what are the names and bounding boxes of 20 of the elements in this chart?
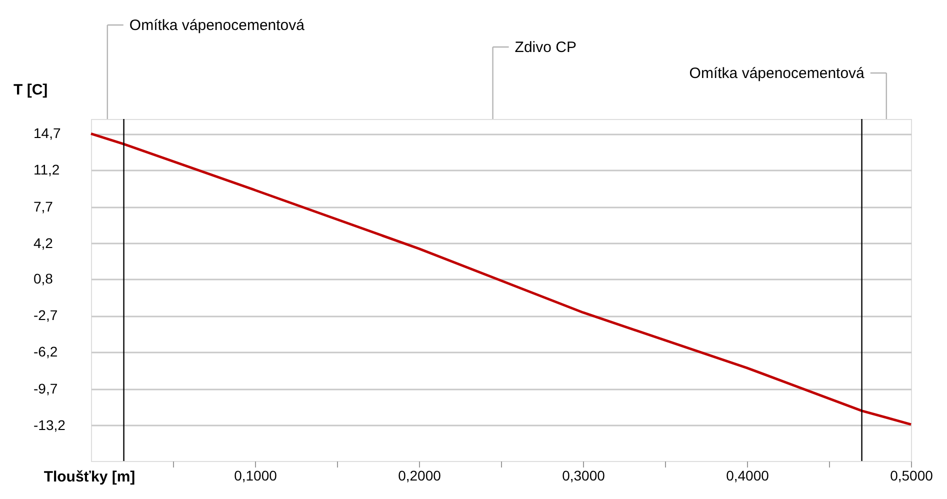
y-tick-label: 7,7: [34, 198, 54, 214]
y-tick-label: -13,2: [34, 416, 66, 433]
y-tick-label: -9,7: [34, 380, 58, 396]
text: Zdivo CP: [514, 39, 576, 56]
y-tick-label: 14,7: [34, 125, 61, 142]
y-tick-label: 11,2: [34, 162, 60, 178]
y-tick-label: -6,2: [34, 344, 58, 360]
x-axis-title: Tloušťky [m]: [44, 468, 136, 486]
x-tick-label: 0,1000: [234, 468, 278, 484]
x-tick-label: 0,3000: [562, 468, 606, 484]
x-tick-label: 0,4000: [726, 468, 770, 484]
text: Omítka vápenocementová: [129, 17, 306, 34]
y-tick-label: 0,8: [34, 270, 54, 287]
text: Omítka vápenocementová: [689, 65, 866, 82]
y-tick-label: 4,2: [34, 234, 54, 251]
line-series: [90, 132, 912, 426]
x-tick-label: 0,2000: [398, 468, 442, 484]
y-tick-label: -2,7: [34, 307, 58, 324]
y-axis-title: T [C]: [14, 82, 48, 98]
x-tick-label: 0,5000: [890, 468, 934, 484]
